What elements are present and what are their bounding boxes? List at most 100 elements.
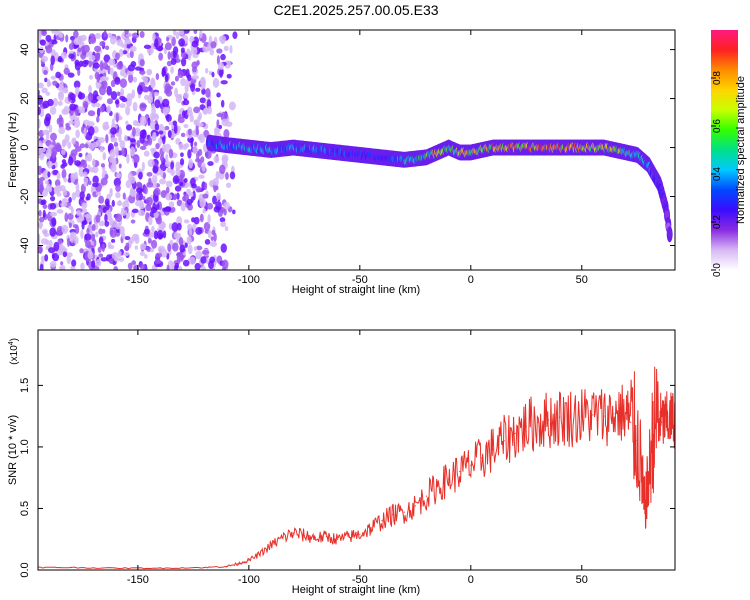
noise-blob [219,164,226,175]
noise-blob [187,106,193,113]
noise-blob [167,243,172,252]
noise-blob [99,106,105,113]
noise-blob [89,267,95,270]
noise-blob [83,103,88,110]
noise-blob [159,154,164,162]
snr-x-ticks: -150 -100 -50 0 50 [127,330,588,586]
snr-points [38,411,675,569]
noise-blob [193,216,200,225]
noise-blob [119,140,126,149]
noise-blob [198,112,203,120]
noise-blob [130,219,136,224]
noise-blob [124,30,129,35]
noise-blob [50,75,57,80]
noise-blob [184,83,189,93]
noise-blob [171,36,176,47]
noise-blob [225,172,229,180]
noise-blob [79,191,85,200]
noise-blob [153,187,161,197]
noise-blob [176,216,183,226]
noise-blob [119,103,126,109]
noise-blob [38,188,43,193]
noise-blob [141,161,145,171]
snr-point [661,421,663,423]
noise-blob [109,244,115,250]
noise-blob [123,134,128,142]
spectrogram-y-tick-label: -40 [19,238,31,254]
noise-blob [66,237,71,247]
noise-blob [116,39,124,46]
noise-blob [207,229,212,239]
noise-blob [186,48,191,55]
noise-blob [98,236,104,245]
noise-blob [88,60,93,68]
noise-blob [110,127,117,135]
noise-blob [96,73,100,83]
noise-blob [61,168,67,179]
noise-blob [42,209,46,219]
noise-blob [205,87,211,98]
noise-blob [132,119,139,127]
noise-blob [115,52,120,61]
noise-blob [207,106,212,115]
noise-blob [187,149,192,159]
noise-blob [111,252,119,260]
noise-blob [149,78,156,89]
snr-background [38,330,675,570]
noise-blob [53,241,60,252]
noise-blob [182,30,190,34]
noise-blob [186,235,192,245]
snr-point [669,419,672,421]
colorbar-tick-label: 0.6 [712,119,723,133]
noise-blob [147,136,153,146]
noise-blob [182,259,190,267]
noise-blob [78,91,83,100]
noise-blob [181,110,186,119]
noise-blob [125,124,133,131]
noise-blob [113,142,119,148]
noise-blob [68,156,74,166]
snr-x-tick-label: -50 [352,574,368,586]
snr-point [115,567,117,569]
noise-blob [212,178,220,186]
noise-blob [209,48,215,56]
noise-blob [45,34,52,42]
noise-blob [129,138,136,143]
noise-blob [44,77,48,83]
noise-blob [146,181,154,188]
noise-blob [190,177,196,187]
colorbar-tick-label: 0.4 [712,167,723,181]
snr-y-tick-label: 0.0 [19,562,31,577]
noise-blob [197,148,203,157]
noise-blob [142,87,150,93]
noise-blob [220,221,227,228]
noise-blob [213,155,220,164]
noise-blob [146,246,152,252]
noise-blob [52,252,60,262]
noise-blob [193,30,198,35]
noise-blob [158,123,165,132]
noise-blob [168,120,172,126]
noise-blob [125,105,131,116]
noise-blob [51,30,55,34]
noise-blob [40,199,47,205]
noise-blob [155,252,163,258]
noise-blob [89,36,97,44]
noise-blob [95,139,102,147]
noise-blob [73,80,81,89]
noise-blob [226,73,232,79]
spectrogram-x-tick-label: -50 [352,274,368,286]
noise-blob [164,73,169,83]
noise-blob [195,250,203,260]
noise-blob [150,206,158,214]
noise-blob [111,238,116,243]
snr-scale-exponent: 4 [8,341,15,345]
snr-panel: -150 -100 -50 0 50 0.0 0.5 1.0 1.5 Height of st… [7,329,676,596]
noise-blob [107,32,113,39]
snr-point [547,419,550,421]
noise-blob [81,202,88,209]
noise-blob [134,127,140,134]
noise-blob [178,266,183,270]
noise-blob [191,74,200,80]
noise-blob [65,122,70,128]
